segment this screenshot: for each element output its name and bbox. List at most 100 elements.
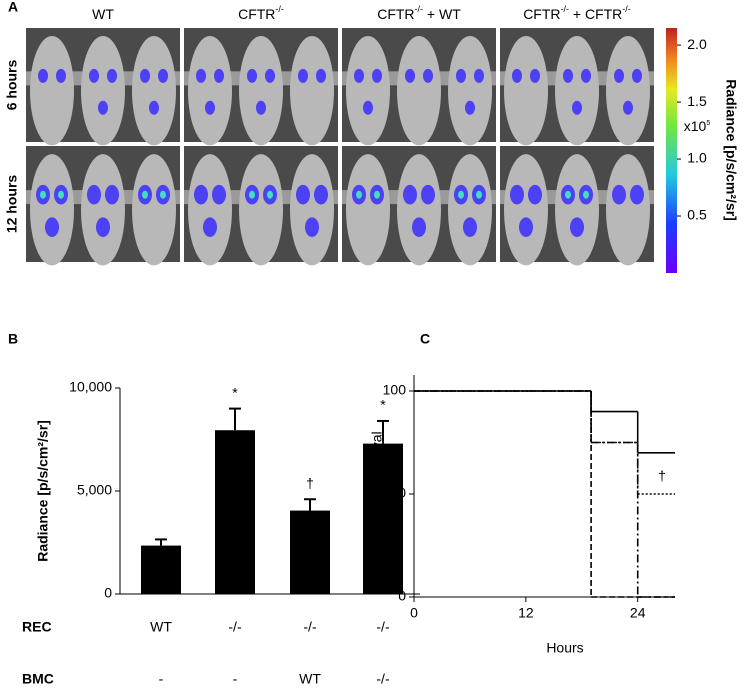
signal [572, 100, 582, 115]
mouse [504, 35, 548, 146]
x-tick-label: -/- [376, 619, 390, 635]
signal [474, 68, 484, 83]
signal [205, 100, 215, 115]
signal [314, 184, 328, 205]
bmc-label: WT [299, 671, 321, 687]
signal [354, 68, 364, 83]
mouse [132, 154, 176, 266]
signal [214, 68, 224, 83]
signal [623, 100, 633, 115]
signal-core [249, 190, 255, 199]
mouse [448, 154, 492, 266]
signal [149, 100, 159, 115]
multiplier-sup: 5 [706, 120, 710, 127]
signal [89, 68, 99, 83]
bmc-label: -/- [376, 671, 390, 687]
signal [456, 68, 466, 83]
header-text: WT [92, 6, 114, 22]
signal [632, 68, 642, 83]
signal [465, 100, 475, 115]
bar [290, 510, 330, 594]
colorbar-tick-label: 0.5 [687, 207, 707, 223]
signal [570, 217, 584, 237]
signal [140, 68, 150, 83]
row-label: 6 hours [4, 60, 20, 111]
mouse [239, 35, 283, 146]
multiplier-base: x10 [684, 118, 707, 134]
signal [403, 184, 417, 205]
mouse [397, 35, 441, 146]
signal [38, 68, 48, 83]
header-text: CFTR [377, 6, 414, 22]
colorbar [666, 28, 677, 273]
mouse [555, 35, 599, 146]
signal [56, 68, 66, 83]
signal [519, 217, 533, 237]
mouse [30, 154, 74, 266]
panel-label: B [8, 331, 18, 347]
signal [372, 68, 382, 83]
mouse [504, 154, 548, 266]
signal [421, 184, 435, 205]
signal-core [267, 190, 273, 199]
signal [612, 184, 626, 205]
signal [96, 217, 110, 237]
bar [363, 443, 403, 594]
signal [265, 68, 275, 83]
signal [528, 184, 542, 205]
column-header: CFTR-/- + WT [377, 4, 461, 21]
colorbar-title: Radiance [p/s/cm²/sr] [723, 79, 739, 221]
signal [630, 184, 644, 205]
y-axis-label: Radiance [p/s/cm²/sr] [35, 420, 51, 562]
bar [141, 545, 181, 594]
x-tick-label: 24 [630, 605, 646, 621]
signal-core [142, 190, 148, 199]
signal [305, 217, 319, 237]
row-label: REC [22, 619, 52, 635]
y-tick-label: 10,000 [69, 379, 112, 395]
mouse [346, 154, 390, 266]
column-header: WT [92, 6, 114, 22]
y-tick-label: 5,000 [77, 482, 112, 498]
signal [98, 100, 108, 115]
signal [512, 68, 522, 83]
x-tick-label: 0 [410, 605, 418, 621]
signal-core [476, 190, 482, 199]
signal-core [356, 190, 362, 199]
mouse [606, 154, 650, 266]
signal [87, 184, 101, 205]
header-text: CFTR [523, 6, 560, 22]
signal [196, 68, 206, 83]
signal [363, 100, 373, 115]
signal [463, 217, 477, 237]
header-text: CFTR [238, 6, 275, 22]
significance-marker: * [232, 384, 238, 400]
header-sup: -/- [561, 4, 570, 14]
signal [510, 184, 524, 205]
signal [212, 184, 226, 205]
x-tick-label: 12 [518, 605, 534, 621]
header-sup: -/- [622, 4, 631, 14]
significance-marker: * [380, 397, 386, 413]
mouse [188, 35, 232, 146]
colorbar-multiplier: x105 [684, 118, 711, 134]
bmc-label: - [233, 671, 238, 687]
signal [298, 68, 308, 83]
y-axis-label: Percentage Survival [369, 431, 385, 556]
mouse [30, 35, 74, 146]
header-text: + CFTR [569, 6, 622, 22]
colorbar-tick-label: 1.5 [687, 93, 707, 109]
signal [405, 68, 415, 83]
signal [412, 217, 426, 237]
mouse [290, 154, 334, 266]
signal [203, 217, 217, 237]
colorbar-tick-label: 2.0 [687, 36, 707, 52]
colorbar-tick-label: 1.0 [687, 150, 707, 166]
x-tick-label: -/- [228, 619, 242, 635]
mouse [448, 35, 492, 146]
x-axis-label: Hours [546, 640, 583, 656]
bmc-label: - [159, 671, 164, 687]
signal [107, 68, 117, 83]
signal [158, 68, 168, 83]
